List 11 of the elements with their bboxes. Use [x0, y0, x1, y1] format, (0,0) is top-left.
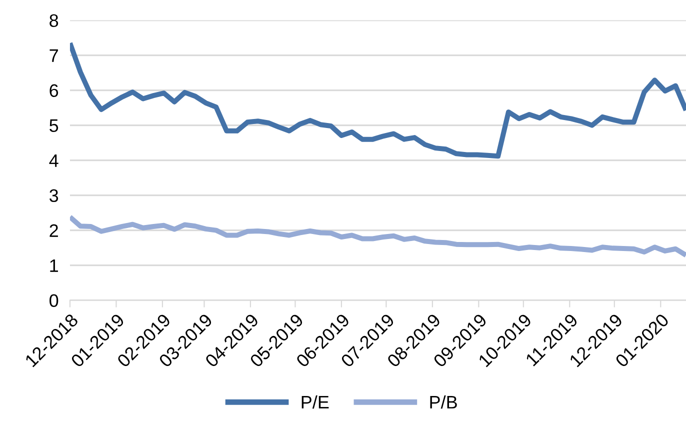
y-tick-label: 8: [50, 14, 58, 28]
legend-label: P/E: [302, 395, 329, 409]
y-tick-label: 0: [50, 294, 58, 308]
legend-label: P/B: [430, 395, 457, 409]
y-tick-label: 3: [50, 189, 58, 202]
y-tick-label: 1: [50, 259, 58, 272]
y-tick-label: 2: [50, 224, 58, 237]
y-tick-label: 7: [50, 49, 58, 62]
y-tick-label: 5: [50, 119, 58, 132]
y-tick-label: 4: [49, 154, 58, 167]
y-tick-label: 6: [50, 84, 58, 98]
